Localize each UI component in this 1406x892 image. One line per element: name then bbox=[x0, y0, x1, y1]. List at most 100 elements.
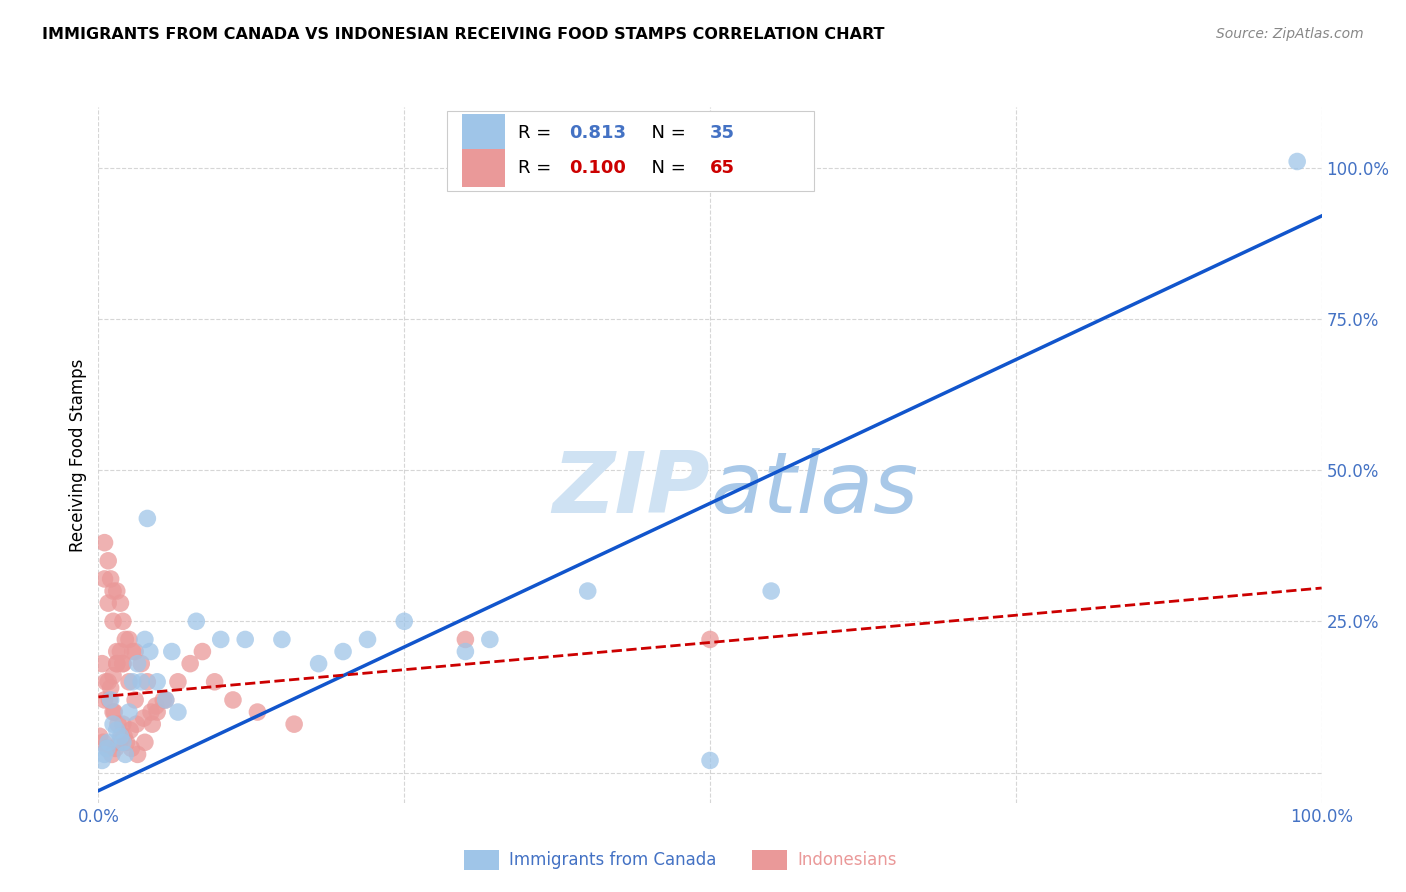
Point bbox=[699, 632, 721, 647]
Point bbox=[308, 657, 330, 671]
Point bbox=[101, 584, 124, 599]
Point bbox=[186, 615, 208, 629]
Point bbox=[761, 584, 783, 599]
Point bbox=[111, 729, 134, 743]
Text: 35: 35 bbox=[710, 124, 735, 142]
Point bbox=[209, 632, 232, 647]
Point bbox=[91, 657, 114, 671]
Point bbox=[222, 693, 245, 707]
Point bbox=[101, 747, 124, 762]
Point bbox=[127, 747, 149, 762]
Point bbox=[136, 674, 159, 689]
Point bbox=[139, 644, 162, 658]
Point bbox=[204, 674, 226, 689]
Point bbox=[96, 741, 118, 756]
Point bbox=[100, 681, 122, 695]
Point bbox=[94, 674, 117, 689]
Point bbox=[115, 735, 138, 749]
Point bbox=[105, 723, 128, 738]
Text: Source: ZipAtlas.com: Source: ZipAtlas.com bbox=[1216, 27, 1364, 41]
Point bbox=[93, 747, 115, 762]
Point bbox=[111, 735, 134, 749]
Text: N =: N = bbox=[640, 159, 692, 178]
Point bbox=[101, 615, 124, 629]
Point bbox=[246, 705, 269, 719]
Point bbox=[167, 674, 190, 689]
Point bbox=[136, 511, 159, 525]
Point bbox=[101, 669, 124, 683]
Point bbox=[124, 644, 146, 658]
Point bbox=[110, 596, 132, 610]
Point bbox=[96, 741, 118, 756]
Point bbox=[111, 717, 134, 731]
Point bbox=[97, 735, 120, 749]
Point bbox=[120, 723, 142, 738]
Point bbox=[105, 657, 128, 671]
Point bbox=[132, 711, 155, 725]
Point bbox=[191, 644, 214, 658]
Point bbox=[110, 729, 132, 743]
Point bbox=[97, 554, 120, 568]
Text: atlas: atlas bbox=[710, 448, 918, 532]
Point bbox=[146, 705, 169, 719]
Point bbox=[103, 705, 125, 719]
Point bbox=[105, 584, 128, 599]
Point bbox=[112, 729, 135, 743]
Point bbox=[139, 705, 162, 719]
Point bbox=[134, 632, 156, 647]
Point bbox=[356, 632, 378, 647]
Point bbox=[121, 674, 143, 689]
Point bbox=[155, 693, 177, 707]
Point bbox=[124, 693, 146, 707]
Point bbox=[121, 644, 143, 658]
Point bbox=[141, 717, 163, 731]
Point bbox=[100, 572, 122, 586]
Point bbox=[118, 632, 141, 647]
Y-axis label: Receiving Food Stamps: Receiving Food Stamps bbox=[69, 359, 87, 551]
Point bbox=[152, 693, 174, 707]
Point bbox=[110, 644, 132, 658]
Point bbox=[101, 705, 124, 719]
Point bbox=[576, 584, 599, 599]
Text: ZIP: ZIP bbox=[553, 448, 710, 532]
Point bbox=[93, 535, 115, 549]
Point bbox=[114, 747, 136, 762]
Text: 0.813: 0.813 bbox=[569, 124, 626, 142]
Point bbox=[1286, 154, 1309, 169]
Point bbox=[114, 632, 136, 647]
FancyBboxPatch shape bbox=[461, 149, 505, 187]
Text: N =: N = bbox=[640, 124, 692, 142]
Point bbox=[233, 632, 256, 647]
Point bbox=[105, 644, 128, 658]
Point bbox=[91, 754, 114, 768]
Point bbox=[105, 657, 128, 671]
Point bbox=[129, 657, 152, 671]
Point bbox=[89, 729, 111, 743]
Point bbox=[120, 741, 142, 756]
Point bbox=[100, 693, 122, 707]
Text: IMMIGRANTS FROM CANADA VS INDONESIAN RECEIVING FOOD STAMPS CORRELATION CHART: IMMIGRANTS FROM CANADA VS INDONESIAN REC… bbox=[42, 27, 884, 42]
Point bbox=[125, 717, 148, 731]
Text: 0.100: 0.100 bbox=[569, 159, 626, 178]
Point bbox=[332, 644, 354, 658]
Point bbox=[104, 741, 127, 756]
FancyBboxPatch shape bbox=[461, 114, 505, 152]
Point bbox=[129, 674, 152, 689]
Point bbox=[392, 615, 416, 629]
Point bbox=[98, 693, 121, 707]
Point bbox=[179, 657, 201, 671]
Point bbox=[454, 644, 477, 658]
Point bbox=[111, 657, 134, 671]
Point bbox=[146, 674, 169, 689]
FancyBboxPatch shape bbox=[447, 111, 814, 191]
Text: Indonesians: Indonesians bbox=[797, 851, 897, 869]
Point bbox=[699, 754, 721, 768]
Point bbox=[478, 632, 501, 647]
Point bbox=[107, 717, 129, 731]
Point bbox=[118, 674, 141, 689]
Point bbox=[108, 735, 131, 749]
Text: Immigrants from Canada: Immigrants from Canada bbox=[509, 851, 716, 869]
Point bbox=[91, 735, 114, 749]
Point bbox=[270, 632, 294, 647]
Point bbox=[145, 698, 167, 713]
